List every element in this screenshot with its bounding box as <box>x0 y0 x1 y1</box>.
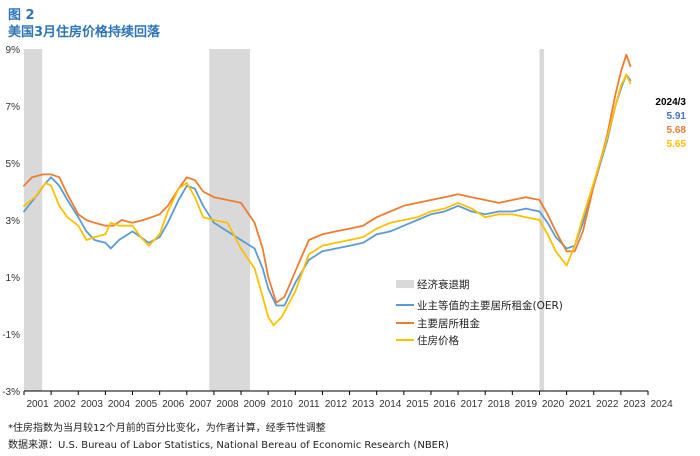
x-tick-label: 2002 <box>54 399 77 410</box>
legend: 经济衰退期 业主等值的主要居所租金(OER) 主要居所租金 住房价格 <box>396 278 563 347</box>
x-tick-label: 2024 <box>650 399 673 410</box>
x-tick-label: 2006 <box>162 399 185 410</box>
line-chart: -3%-1%1%3%5%7%9% 2001 2002 2003 2004 2005 200… <box>2 45 686 410</box>
y-tick-label: 9% <box>6 45 21 56</box>
x-tick-label: 2023 <box>623 399 646 410</box>
series-lines <box>23 53 632 327</box>
x-axis: 2001 2002 2003 2004 2005 2006 2007 2008 2009 2010… <box>23 390 673 410</box>
x-tick-label: 2013 <box>352 399 375 410</box>
legend-swatch-recession <box>396 280 414 288</box>
x-tick-label: 2015 <box>406 399 429 410</box>
x-tick-label: 2008 <box>216 399 239 410</box>
x-tick-label: 2014 <box>379 399 402 410</box>
y-tick-label: 7% <box>6 102 21 113</box>
legend-label-rent: 主要居所租金 <box>417 317 480 330</box>
x-tick-label: 2016 <box>433 399 456 410</box>
data-source: 数据来源：U.S. Bureau of Labor Statistics, Na… <box>8 440 449 451</box>
series-line-housing <box>23 73 632 327</box>
recession-bands <box>24 49 545 391</box>
y-tick-label: -3% <box>2 387 20 398</box>
y-tick-label: 1% <box>6 273 21 284</box>
y-tick-label: 3% <box>6 216 21 227</box>
y-axis: -3% -1% 1% 3% 5% 7% 9% <box>2 45 20 398</box>
x-tick-label: 2019 <box>515 399 538 410</box>
x-tick-label: 2004 <box>108 399 131 410</box>
series-line-oer <box>23 73 632 307</box>
annotation-value-housing: 5.65 <box>667 139 687 150</box>
x-tick-label: 2009 <box>243 399 266 410</box>
annotation-header: 2024/3 <box>655 97 686 108</box>
y-tick-label: 5% <box>6 159 21 170</box>
x-tick-label: 2022 <box>596 399 619 410</box>
x-tick-label: 2005 <box>135 399 158 410</box>
x-tick-label: 2020 <box>542 399 565 410</box>
recession-band <box>539 49 545 391</box>
latest-values-annotation: 2024/3 5.91 5.68 5.65 <box>655 97 686 150</box>
recession-band <box>24 49 43 391</box>
x-tick-label: 2003 <box>81 399 104 410</box>
annotation-value-rent: 5.68 <box>667 125 687 136</box>
legend-label-oer: 业主等值的主要居所租金(OER) <box>417 299 563 312</box>
figure-label: 图 2 <box>8 8 35 23</box>
x-tick-label: 2018 <box>488 399 511 410</box>
footnote: *住房指数为当月较12个月前的百分比变化，为作者计算，经季节性调整 <box>8 423 326 434</box>
x-tick-label: 2017 <box>461 399 484 410</box>
y-tick-label: -1% <box>2 330 20 341</box>
x-tick-label: 2011 <box>298 399 320 410</box>
series-line-rent <box>23 53 632 304</box>
x-tick-label: 2021 <box>569 399 592 410</box>
x-tick-label: 2007 <box>189 399 212 410</box>
x-tick-label: 2012 <box>325 399 348 410</box>
annotation-value-oer: 5.91 <box>667 111 687 122</box>
legend-label-housing: 住房价格 <box>417 334 459 347</box>
x-tick-label: 2001 <box>26 399 49 410</box>
legend-label-recession: 经济衰退期 <box>417 278 470 291</box>
x-tick-label: 2010 <box>271 399 294 410</box>
page-title: 美国3月住房价格持续回落 <box>8 25 161 40</box>
